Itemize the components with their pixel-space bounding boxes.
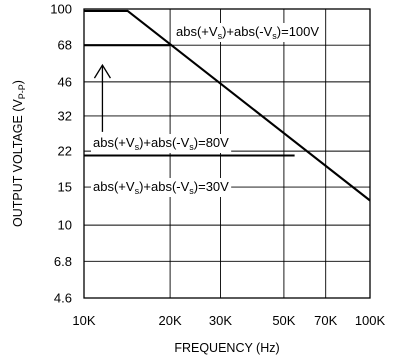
x-tick-label: 70K [314,313,337,328]
y-tick-label: 68 [58,38,72,53]
curve-label-segment: abs(+V [176,24,218,39]
curve-label-subscript: s [272,31,277,41]
curve-label-bg [91,178,232,197]
curve-label-segment: abs(+V [93,135,135,150]
y-tick-label: 4.6 [54,291,72,306]
curve-labels: abs(+Vs)+abs(-Vs)=100Vabs(+Vs)+abs(-Vs)=… [91,23,322,197]
curve-label-bg [91,134,232,153]
y-tick-label: 46 [58,74,72,89]
x-tick-label: 100K [355,313,386,328]
y-tick-label: 15 [58,180,72,195]
curve-label-text: abs(+Vs)+abs(-Vs)=100V [176,24,319,41]
x-tick-label: 20K [159,313,182,328]
y-tick-label: 22 [58,144,72,159]
curve-label-subscript: s [189,142,194,152]
curve-label-subscript: s [218,31,223,41]
plot-frame [83,8,371,299]
curve-label-bg [174,23,322,42]
y-tick-label: 10 [58,218,72,233]
x-tick-label: 30K [209,313,232,328]
x-axis-title: FREQUENCY (Hz) [174,341,279,355]
curve-label-segment: )+abs(-V [222,24,273,39]
y-axis-title-sub: P-P [17,84,27,99]
grid-lines [84,9,370,298]
arrow-head [93,63,111,79]
data-curves [84,9,371,202]
y-tick-label: 32 [58,108,72,123]
curve-label-1: abs(+Vs)+abs(-Vs)=100V [174,23,322,42]
curve-label-segment: )+abs(-V [139,179,190,194]
curve-label-subscript: s [135,186,140,196]
curve-label-2: abs(+Vs)+abs(-Vs)=80V [91,134,232,153]
series-line-1 [84,9,371,202]
curve-label-subscript: s [135,142,140,152]
y-tick-labels: 4.6 6.8 10 15 22 32 46 68 100 [50,2,72,306]
y-axis-title-main: OUTPUT VOLTAGE (V [11,99,25,227]
x-tick-labels: 10K 20K 30K 50K 70K 100K [72,313,385,328]
curve-label-3: abs(+Vs)+abs(-Vs)=30V [91,178,232,197]
curve-label-segment: abs(+V [93,179,135,194]
y-axis-title-close: ) [11,80,25,84]
x-tick-label: 50K [272,313,295,328]
curve-label-segment: )=100V [277,24,320,39]
y-axis-title: OUTPUT VOLTAGE (VP-P) [11,80,27,227]
x-tick-label: 10K [72,313,95,328]
curve-label-segment: )=30V [194,179,229,194]
arrow-annotation [93,63,111,132]
curve-label-text: abs(+Vs)+abs(-Vs)=30V [93,179,229,196]
curve-label-subscript: s [189,186,194,196]
y-tick-label: 6.8 [54,254,72,269]
y-tick-label: 100 [50,2,72,17]
curve-label-segment: )=80V [194,135,229,150]
curve-label-text: abs(+Vs)+abs(-Vs)=80V [93,135,229,152]
curve-label-segment: )+abs(-V [139,135,190,150]
